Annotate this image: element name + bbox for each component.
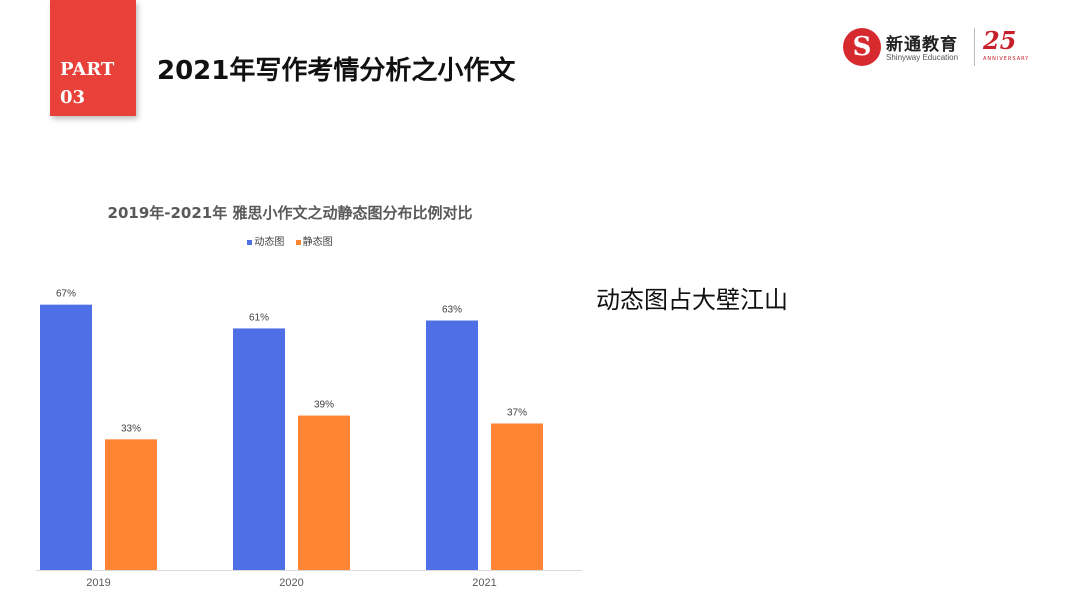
- bar-dynamic-2020: [233, 328, 285, 570]
- anniversary-mark: 25: [983, 26, 1017, 55]
- bar-dynamic-2021: [426, 320, 478, 570]
- data-label-static-2021: 37%: [507, 407, 527, 418]
- legend-label-dynamic: 动态图: [254, 237, 285, 248]
- part-badge: PART 03: [50, 0, 136, 116]
- part-label: PART: [60, 59, 115, 80]
- anniversary-subtitle: ANNIVERSARY: [983, 56, 1030, 62]
- data-label-static-2020: 39%: [314, 400, 334, 411]
- data-label-dynamic-2019: 67%: [56, 289, 76, 300]
- x-tick-label-2021: 2021: [472, 577, 496, 589]
- data-label-static-2019: 33%: [121, 423, 141, 434]
- chart-plot-area: 67% 33% 2019 61% 39% 2020 63% 37% 2021: [36, 289, 582, 589]
- part-number: 03: [60, 87, 86, 108]
- side-caption: 动态图占大壁江山: [596, 286, 788, 314]
- bar-static-2021: [491, 423, 543, 570]
- slide-title: 2021年写作考情分析之小作文: [157, 56, 516, 86]
- x-tick-label-2020: 2020: [279, 577, 303, 589]
- legend-label-static: 静态图: [302, 237, 333, 248]
- x-tick-label-2019: 2019: [86, 577, 110, 589]
- legend-item-static: 静态图: [295, 233, 333, 248]
- data-label-dynamic-2021: 63%: [442, 305, 462, 316]
- legend-item-dynamic: 动态图: [247, 233, 284, 248]
- logo-divider: [974, 28, 975, 66]
- data-label-dynamic-2020: 61%: [249, 312, 269, 323]
- logo-name: 新通教育: [886, 35, 958, 55]
- chart-legend: 动态图 静态图: [36, 233, 544, 248]
- logo-subtitle: Shinyway Education: [886, 53, 959, 62]
- bar-chart: 2019年-2021年 雅思小作文之动静态图分布比例对比 动态图 静态图 67%…: [36, 190, 582, 600]
- legend-swatch-static: [295, 239, 301, 245]
- legend-swatch-dynamic: [247, 239, 253, 245]
- bar-static-2019: [105, 439, 157, 570]
- logo-mark-icon: S: [843, 28, 881, 66]
- bar-dynamic-2019: [40, 304, 92, 570]
- bar-static-2020: [298, 415, 350, 570]
- chart-title: 2019年-2021年 雅思小作文之动静态图分布比例对比: [107, 204, 473, 222]
- brand-logo: S 新通教育 Shinyway Education 25 ANNIVERSARY: [843, 26, 1033, 68]
